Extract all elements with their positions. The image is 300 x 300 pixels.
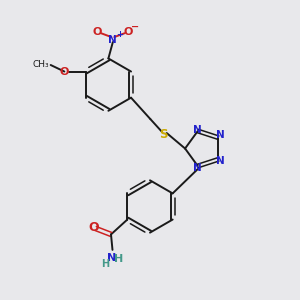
Text: N: N [216,156,225,166]
Text: CH₃: CH₃ [33,60,50,69]
Text: O: O [93,27,102,37]
Text: −: − [131,22,139,32]
Text: H: H [101,260,110,269]
Text: N: N [193,125,202,135]
Text: H: H [114,254,123,264]
Text: N: N [216,130,225,140]
Text: N: N [194,164,202,173]
Text: S: S [160,128,168,141]
Text: N: N [109,35,117,45]
Text: O: O [59,67,68,76]
Text: O: O [88,221,99,234]
Text: O: O [124,27,133,37]
Text: +: + [116,30,123,39]
Text: N: N [107,253,116,263]
